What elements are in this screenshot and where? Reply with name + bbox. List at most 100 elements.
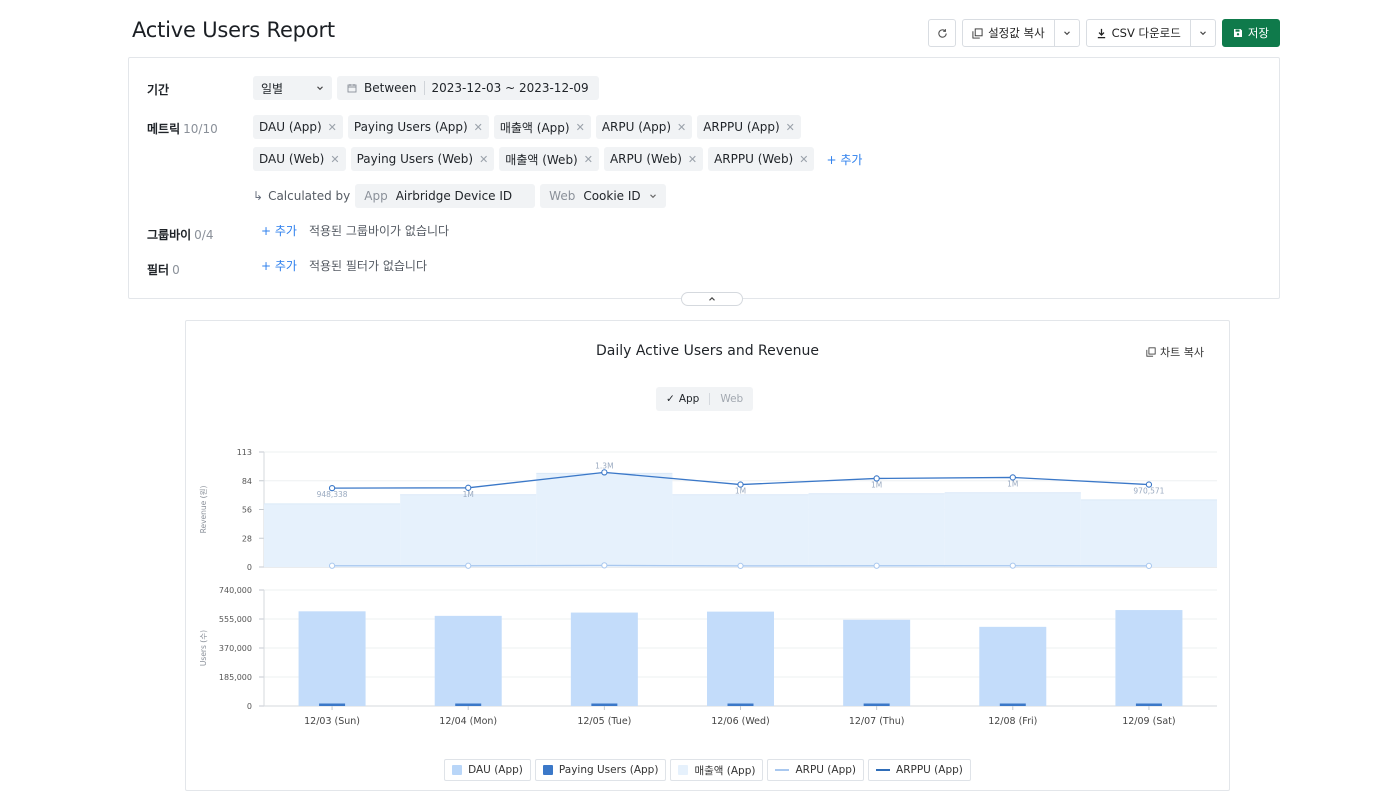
dau-bar: [979, 626, 1047, 706]
calculated-by-row: ↳ Calculated by App Airbridge Device ID …: [253, 184, 666, 208]
revenue-bar: [672, 494, 809, 567]
check-icon: ✓: [666, 393, 675, 405]
chevron-down-icon: [1199, 31, 1206, 36]
arppu-data-label: 1M: [1007, 479, 1018, 488]
copy-settings-label: 설정값 복사: [988, 26, 1045, 40]
legend-item[interactable]: DAU (App): [444, 759, 531, 781]
toggle-app[interactable]: ✓ App: [666, 393, 700, 405]
add-metric-button[interactable]: + 추가: [826, 152, 863, 167]
x-tick-label: 12/06 (Wed): [711, 716, 770, 727]
toggle-web[interactable]: Web: [709, 393, 753, 405]
remove-icon[interactable]: ✕: [575, 120, 585, 134]
arpu-point: [465, 562, 472, 569]
paying-users-bar: [999, 703, 1026, 706]
add-groupby-button[interactable]: + 추가: [261, 224, 297, 238]
remove-icon[interactable]: ✕: [799, 152, 809, 166]
users-tick-label: 740,000: [219, 586, 252, 595]
arpu-point: [1145, 562, 1153, 569]
legend-item[interactable]: Paying Users (App): [534, 759, 667, 781]
remove-icon[interactable]: ✕: [677, 120, 687, 134]
dau-bar: [570, 612, 638, 706]
chevron-up-icon: [709, 297, 715, 301]
remove-icon[interactable]: ✕: [479, 152, 489, 166]
metric-chip[interactable]: 매출액 (Web) ✕: [499, 147, 599, 171]
metric-chip[interactable]: DAU (App) ✕: [253, 115, 343, 139]
metrics-row-1: DAU (App) ✕ Paying Users (App) ✕ 매출액 (App)…: [253, 115, 801, 139]
chevron-down-icon: [317, 86, 323, 91]
chart-card: Daily Active Users and Revenue 차트 복사 ✓ Ap…: [185, 320, 1230, 791]
csv-download-dropdown[interactable]: [1189, 20, 1215, 46]
x-tick-label: 12/07 (Thu): [849, 716, 905, 727]
metric-chip[interactable]: Paying Users (Web) ✕: [350, 147, 495, 171]
period-controls: 일별 Between 2023-12-03 ~ 2023-12-09: [253, 76, 599, 100]
remove-icon[interactable]: ✕: [330, 152, 340, 166]
paying-users-bar: [319, 703, 346, 706]
csv-download-label: CSV 다운로드: [1111, 26, 1181, 40]
arpu-point: [873, 562, 880, 569]
arppu-data-label: 1M: [463, 490, 474, 499]
legend-item[interactable]: ARPPU (App): [868, 759, 971, 781]
remove-icon[interactable]: ✕: [583, 152, 593, 166]
arppu-data-label: 1M: [871, 480, 882, 489]
users-tick-label: 370,000: [219, 644, 252, 653]
copy-icon: [972, 27, 983, 39]
dau-bar: [707, 611, 774, 706]
legend-item[interactable]: 매출액 (App): [670, 759, 764, 781]
download-icon: [1097, 28, 1105, 38]
x-tick-label: 12/03 (Sun): [304, 716, 360, 727]
add-filter-button[interactable]: + 추가: [261, 259, 297, 273]
web-id-select[interactable]: Web Cookie ID: [540, 184, 666, 208]
legend-swatch: [775, 769, 790, 771]
save-icon: [1233, 29, 1242, 37]
app-id-select[interactable]: App Airbridge Device ID: [355, 184, 536, 208]
metric-chip[interactable]: Paying Users (App) ✕: [347, 115, 489, 139]
collapse-panel-button[interactable]: [681, 292, 743, 306]
granularity-select[interactable]: 일별: [253, 76, 332, 100]
chart-title: Daily Active Users and Revenue: [595, 343, 820, 359]
csv-download-button[interactable]: CSV 다운로드: [1085, 19, 1216, 47]
page-title: Active Users Report: [132, 18, 335, 42]
metric-chip[interactable]: ARPU (Web) ✕: [603, 147, 704, 171]
copy-chart-label: 차트 복사: [1160, 346, 1204, 359]
revenue-bar: [944, 492, 1081, 567]
date-range-mode: Between: [364, 81, 417, 95]
legend-label: ARPU (App): [795, 764, 857, 776]
copy-settings-button[interactable]: 설정값 복사: [962, 19, 1080, 47]
csv-download-main[interactable]: CSV 다운로드: [1087, 20, 1190, 46]
metric-chip[interactable]: ARPU (App) ✕: [595, 115, 693, 139]
remove-icon[interactable]: ✕: [327, 120, 337, 134]
users-tick-label: 555,000: [219, 615, 252, 624]
metric-chip[interactable]: ARPPU (Web) ✕: [708, 147, 815, 171]
save-button[interactable]: 저장: [1221, 19, 1280, 47]
legend-item[interactable]: ARPU (App): [767, 759, 865, 781]
arppu-point: [328, 484, 336, 492]
date-range-picker[interactable]: Between 2023-12-03 ~ 2023-12-09: [337, 76, 599, 100]
remove-icon[interactable]: ✕: [473, 120, 483, 134]
date-range-value: 2023-12-03 ~ 2023-12-09: [431, 81, 589, 95]
metrics-row-2: DAU (Web) ✕ Paying Users (Web) ✕ 매출액 (Web)…: [253, 147, 862, 171]
groupby-row: + 추가 적용된 그룹바이가 없습니다: [253, 222, 449, 239]
calculated-by-arrow-icon: ↳: [253, 189, 264, 203]
paying-users-bar: [455, 703, 482, 706]
groupby-label: 그룹바이 0/4: [147, 228, 214, 242]
remove-icon[interactable]: ✕: [687, 152, 698, 166]
paying-users-bar: [591, 703, 618, 706]
legend-swatch: [452, 765, 463, 775]
copy-chart-button[interactable]: 차트 복사: [1146, 344, 1204, 360]
dau-bar: [1115, 610, 1183, 706]
users-tick-label: 0: [247, 702, 252, 711]
app-id-value: Airbridge Device ID: [395, 189, 513, 203]
remove-icon[interactable]: ✕: [785, 120, 795, 134]
filter-count: 0: [172, 263, 180, 277]
metric-chip[interactable]: 매출액 (App) ✕: [493, 115, 591, 139]
period-label: 기간: [147, 83, 170, 97]
metric-chip[interactable]: DAU (Web) ✕: [253, 147, 346, 171]
divider: [423, 81, 425, 95]
chart-plot: 0 28 56 84 113 Revenue (원) 0 185,000 370,000 555,…: [199, 448, 1217, 727]
copy-settings-main[interactable]: 설정값 복사: [963, 20, 1054, 46]
revenue-tick-label: 84: [242, 477, 252, 486]
refresh-button[interactable]: [928, 19, 957, 47]
metric-chip[interactable]: ARPPU (App) ✕: [697, 115, 801, 139]
copy-settings-dropdown[interactable]: [1053, 20, 1079, 46]
revenue-tick-label: 0: [247, 563, 252, 572]
